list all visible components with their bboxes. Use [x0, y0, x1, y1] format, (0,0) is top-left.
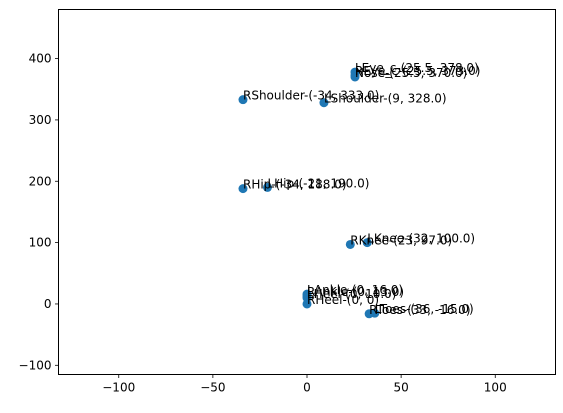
- data-point: [350, 72, 360, 82]
- data-point: [345, 239, 355, 249]
- y-tick-label: 200: [29, 174, 52, 188]
- data-point: [364, 309, 374, 319]
- point-label: LToes-(36, -15.0): [375, 302, 474, 316]
- y-tick-label: 400: [29, 52, 52, 66]
- point-label: RHip-(-34, 188.0): [243, 178, 347, 192]
- point-labels: LEye_c-(25.5, 378.0)REye_c-(25.5, 373.0)…: [243, 61, 480, 317]
- data-point: [238, 184, 248, 194]
- point-label: REye_c-(25.5, 373.0): [355, 64, 480, 78]
- point-label: Nose-(25.5, 370.0): [355, 66, 467, 80]
- y-tick-label: 100: [29, 236, 52, 250]
- data-point: [362, 238, 372, 248]
- point-label: LHeel-(0, 10.0): [307, 287, 396, 301]
- x-tick-label: −100: [102, 381, 135, 395]
- y-tick-label: 300: [29, 113, 52, 127]
- data-point: [319, 98, 329, 108]
- point-label: LShoulder-(9, 328.0): [324, 92, 447, 106]
- point-label: RAnkle-(0, 13.0): [307, 285, 404, 299]
- x-tick-label: 100: [484, 381, 507, 395]
- axis-ticks: −100 −50 0 50 100 −100 0 100 200 300 400: [19, 52, 507, 395]
- point-label: RKnee-(23, 97.0): [350, 233, 452, 247]
- x-tick-label: 0: [303, 381, 311, 395]
- plot-area-frame: [58, 9, 556, 375]
- point-label: RShoulder-(-34, 333.0): [243, 89, 379, 103]
- data-point: [302, 299, 312, 309]
- point-label: RToes-(33, -16.0): [369, 303, 470, 317]
- y-tick-label: −100: [19, 358, 52, 372]
- point-label: LHip-(-21, 190.0): [267, 176, 369, 190]
- data-point: [262, 182, 272, 192]
- y-tick-label: 0: [44, 297, 52, 311]
- data-point: [238, 95, 248, 105]
- point-label: LKnee-(32, 100.0): [367, 232, 475, 246]
- data-points: [238, 67, 380, 319]
- x-tick-label: −50: [200, 381, 225, 395]
- point-label: LAnkle-(0, 16.0): [307, 283, 403, 297]
- point-label: LEye_c-(25.5, 378.0): [355, 61, 479, 75]
- point-label: RHeel-(0, 0): [307, 293, 379, 307]
- x-tick-label: 50: [393, 381, 408, 395]
